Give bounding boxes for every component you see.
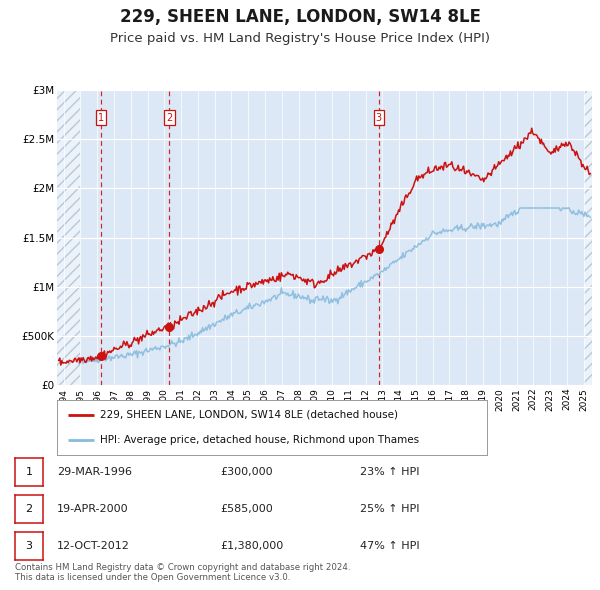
Text: £585,000: £585,000 — [220, 504, 273, 514]
Text: £300,000: £300,000 — [220, 467, 272, 477]
Text: 3: 3 — [25, 541, 32, 551]
Text: 2: 2 — [166, 113, 172, 123]
Text: 2: 2 — [25, 504, 32, 514]
Text: Contains HM Land Registry data © Crown copyright and database right 2024.
This d: Contains HM Land Registry data © Crown c… — [15, 563, 350, 582]
Text: 23% ↑ HPI: 23% ↑ HPI — [360, 467, 419, 477]
Text: 25% ↑ HPI: 25% ↑ HPI — [360, 504, 419, 514]
Text: Price paid vs. HM Land Registry's House Price Index (HPI): Price paid vs. HM Land Registry's House … — [110, 32, 490, 45]
Text: 229, SHEEN LANE, LONDON, SW14 8LE: 229, SHEEN LANE, LONDON, SW14 8LE — [119, 8, 481, 26]
Text: 47% ↑ HPI: 47% ↑ HPI — [360, 541, 419, 551]
Text: 229, SHEEN LANE, LONDON, SW14 8LE (detached house): 229, SHEEN LANE, LONDON, SW14 8LE (detac… — [100, 410, 398, 420]
Text: 3: 3 — [376, 113, 382, 123]
Text: 19-APR-2000: 19-APR-2000 — [57, 504, 128, 514]
Text: 12-OCT-2012: 12-OCT-2012 — [57, 541, 130, 551]
Text: 1: 1 — [98, 113, 104, 123]
Text: HPI: Average price, detached house, Richmond upon Thames: HPI: Average price, detached house, Rich… — [100, 435, 419, 445]
Text: 1: 1 — [25, 467, 32, 477]
Text: £1,380,000: £1,380,000 — [220, 541, 283, 551]
Text: 29-MAR-1996: 29-MAR-1996 — [57, 467, 132, 477]
